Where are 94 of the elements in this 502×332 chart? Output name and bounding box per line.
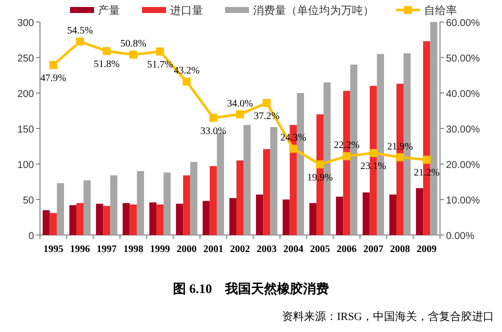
- y2-tick-label: 40.00%: [446, 89, 480, 100]
- data-label: 23.1%: [360, 160, 386, 172]
- bar: [244, 124, 251, 235]
- point: [182, 78, 191, 86]
- point: [76, 38, 84, 46]
- bar: [156, 204, 164, 235]
- y-tick-label: 0: [28, 231, 34, 242]
- point: [102, 47, 111, 56]
- data-label: 19.9%: [307, 172, 333, 184]
- data-label: 34.0%: [227, 98, 253, 110]
- x-tick-label: 2006: [336, 244, 357, 255]
- x-tick-label: 2001: [203, 244, 224, 255]
- point: [342, 152, 351, 160]
- point: [236, 110, 244, 118]
- x-tick-label: 2009: [416, 244, 437, 255]
- bar: [216, 132, 224, 235]
- x-tick-label: 1997: [96, 244, 117, 255]
- x-tick-label: 1995: [43, 244, 64, 255]
- point: [289, 144, 298, 153]
- legend-label: 自给率: [424, 4, 457, 17]
- bar: [56, 183, 64, 235]
- bar: [84, 180, 91, 235]
- bar: [263, 149, 270, 235]
- legend-label: 消费量（单位均为万吨）: [253, 4, 374, 17]
- bar: [103, 206, 110, 235]
- bar: [190, 162, 198, 235]
- bar: [176, 204, 184, 235]
- x-tick-label: 2000: [176, 244, 197, 255]
- point: [209, 114, 218, 122]
- bar: [389, 194, 396, 235]
- bar: [164, 172, 171, 235]
- data-label: 54.5%: [67, 26, 93, 37]
- point: [316, 160, 324, 168]
- y-tick-label: 150: [17, 124, 34, 136]
- bar: [202, 200, 210, 235]
- y-tick-label: 250: [17, 54, 34, 64]
- data-label: 47.9%: [40, 72, 66, 84]
- y-tick-label: 300: [17, 18, 34, 29]
- x-tick-label: 2007: [363, 244, 384, 255]
- y2-tick-label: 10.00%: [446, 196, 480, 206]
- bar: [282, 200, 290, 235]
- bar: [416, 188, 424, 235]
- data-label: 50.8%: [120, 38, 146, 50]
- y-tick-label: 100: [17, 160, 34, 171]
- bar: [229, 198, 236, 235]
- bar: [96, 204, 104, 235]
- x-tick-label: 2005: [310, 244, 330, 255]
- bar: [149, 202, 156, 235]
- bar: [50, 212, 57, 235]
- bar: [270, 127, 278, 235]
- bar: [362, 192, 370, 235]
- y2-tick-label: 0.00%: [446, 231, 474, 242]
- point: [422, 156, 431, 164]
- x-tick-label: 1999: [150, 244, 170, 255]
- legend-label: 进口量: [170, 4, 203, 17]
- data-label: 22.2%: [334, 140, 360, 152]
- legend-label: 产量: [98, 4, 120, 17]
- data-label: 51.8%: [94, 59, 120, 70]
- bar: [136, 171, 144, 235]
- x-tick-label: 1998: [123, 244, 144, 255]
- x-tick-label: 2002: [230, 244, 250, 255]
- bar: [256, 194, 264, 235]
- bar: [130, 204, 137, 235]
- data-label: 33.0%: [200, 126, 226, 137]
- bar: [336, 196, 344, 235]
- point: [49, 60, 58, 69]
- point: [129, 50, 138, 59]
- y-tick-label: 50: [22, 196, 34, 206]
- bar: [42, 210, 50, 235]
- bar: [183, 175, 190, 235]
- bar: [110, 175, 118, 235]
- bar: [122, 203, 130, 235]
- data-label: 21.9%: [387, 141, 413, 152]
- text: 图 6.10 我国天然橡胶消费: [173, 281, 329, 296]
- data-label: 21.2%: [414, 168, 440, 179]
- text: 资料来源：IRSG，中国海关，含复合胶进口: [282, 310, 494, 323]
- bar: [210, 166, 217, 235]
- bar: [236, 160, 244, 235]
- point: [369, 148, 378, 157]
- point: [262, 98, 271, 107]
- y2-tick-label: 30.00%: [446, 124, 480, 136]
- y2-tick-label: 60.00%: [446, 18, 480, 29]
- bar: [76, 203, 84, 235]
- y2-tick-label: 20.00%: [446, 160, 480, 171]
- bar: [69, 205, 76, 235]
- point: [156, 47, 164, 56]
- x-tick-label: 2003: [256, 244, 277, 255]
- x-tick-label: 2004: [283, 244, 304, 255]
- y-tick-label: 200: [17, 89, 34, 100]
- point: [396, 153, 404, 162]
- x-tick-label: 1996: [70, 244, 90, 255]
- y2-tick-label: 50.00%: [446, 54, 480, 64]
- x-tick-label: 2008: [390, 244, 410, 255]
- bar: [309, 203, 316, 235]
